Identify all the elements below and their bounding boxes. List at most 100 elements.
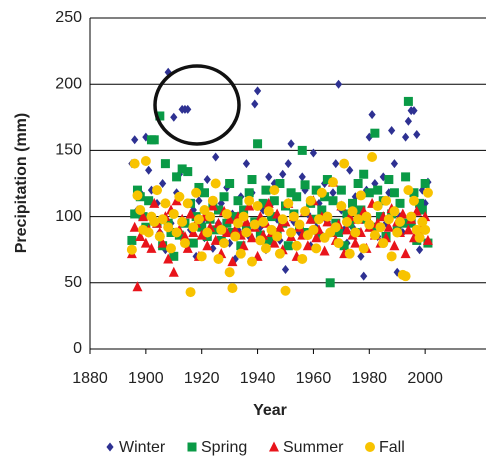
point (149, 197, 160, 208)
point (247, 175, 257, 185)
point (166, 227, 176, 237)
point (233, 218, 244, 229)
point (381, 195, 392, 206)
point (371, 179, 379, 188)
point (329, 188, 337, 198)
x-tick-label: 1980 (351, 370, 387, 387)
point (132, 185, 142, 195)
point (284, 159, 292, 169)
point (300, 180, 310, 190)
point (209, 243, 217, 253)
point (244, 188, 254, 198)
point (370, 128, 380, 138)
point (328, 196, 338, 206)
point (127, 235, 137, 245)
point (386, 251, 397, 262)
point (230, 212, 240, 222)
point (238, 211, 249, 222)
point (212, 152, 220, 162)
point (341, 224, 352, 235)
point (168, 266, 179, 277)
point (219, 238, 230, 249)
point (227, 256, 238, 267)
legend-label: Fall (379, 439, 405, 456)
point (258, 198, 268, 208)
point (160, 198, 171, 209)
point (241, 216, 252, 227)
point (422, 234, 433, 245)
x-tick-label: 1900 (128, 370, 164, 387)
point (413, 130, 421, 140)
point (244, 195, 255, 206)
point (389, 206, 400, 217)
point (403, 224, 414, 235)
point (356, 205, 366, 215)
y-tick-label: 250 (55, 9, 82, 26)
point (200, 188, 210, 198)
point (403, 96, 413, 106)
point (342, 209, 352, 219)
point (183, 167, 193, 177)
point (260, 243, 271, 254)
point (281, 265, 290, 275)
point (265, 172, 273, 182)
point (170, 112, 178, 122)
point (305, 195, 316, 206)
point (308, 214, 318, 224)
point (286, 227, 297, 238)
point (309, 148, 318, 158)
point (346, 165, 354, 175)
y-tick-label: 200 (55, 75, 82, 92)
point (269, 185, 280, 196)
y-axis-title: Precipitation (mm) (13, 113, 30, 253)
point (286, 188, 296, 198)
point (403, 185, 414, 196)
point (143, 227, 154, 238)
point (236, 241, 246, 251)
point (288, 211, 299, 222)
point (191, 187, 202, 198)
point (400, 271, 411, 282)
point (132, 190, 143, 201)
point (129, 158, 140, 169)
point (418, 185, 426, 195)
point (255, 230, 265, 240)
point (395, 198, 405, 208)
point (185, 287, 196, 298)
point (373, 185, 383, 195)
point (140, 237, 151, 248)
x-tick-label: 1920 (184, 370, 220, 387)
point (221, 226, 232, 237)
point (219, 192, 229, 202)
point (298, 172, 306, 182)
point (314, 214, 325, 225)
point (283, 198, 294, 209)
point (401, 172, 411, 182)
point (252, 201, 263, 212)
point (406, 211, 417, 222)
point (261, 185, 271, 195)
point (350, 227, 361, 238)
point (332, 159, 340, 169)
point (340, 225, 348, 235)
point (325, 278, 335, 288)
point (251, 99, 259, 109)
legend-marker (187, 442, 197, 452)
point (169, 251, 179, 261)
legend-marker (365, 442, 375, 452)
point (213, 253, 224, 264)
point (210, 234, 221, 245)
x-tick-label: 2000 (407, 370, 443, 387)
point (135, 230, 146, 241)
y-tick-label: 100 (55, 208, 82, 225)
point (168, 208, 179, 219)
point (163, 253, 174, 264)
point (333, 238, 344, 249)
point (414, 232, 425, 243)
x-tick-label: 1960 (296, 370, 332, 387)
point (233, 196, 243, 206)
point (239, 205, 249, 215)
point (266, 224, 277, 235)
point (230, 231, 241, 242)
point (308, 224, 319, 235)
